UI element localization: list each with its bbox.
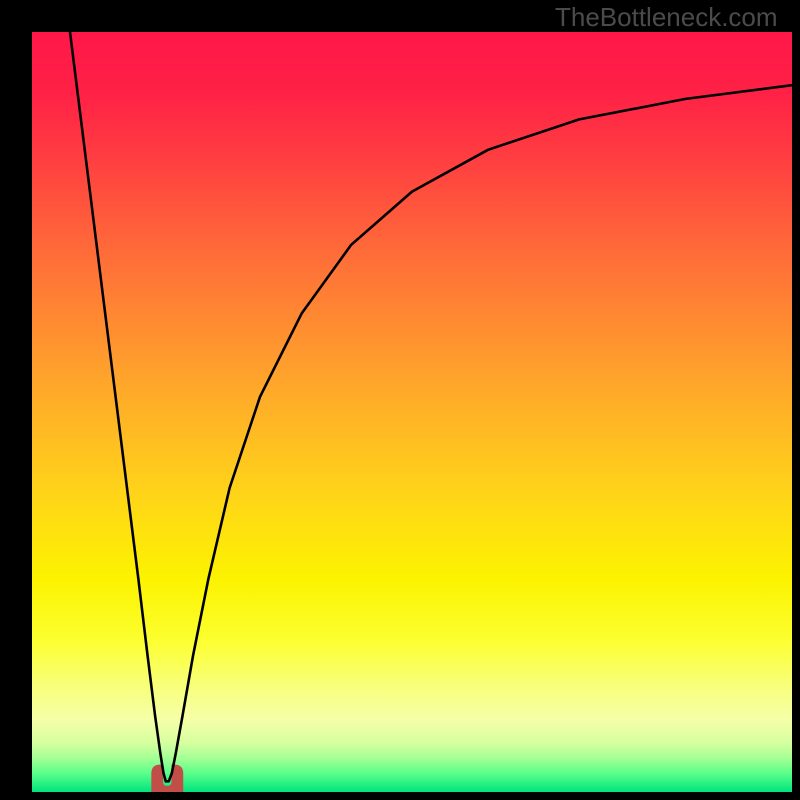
- watermark-text: TheBottleneck.com: [555, 2, 778, 33]
- gradient-background: [32, 32, 792, 792]
- plot-svg: [32, 32, 792, 792]
- plot-area: [32, 32, 792, 792]
